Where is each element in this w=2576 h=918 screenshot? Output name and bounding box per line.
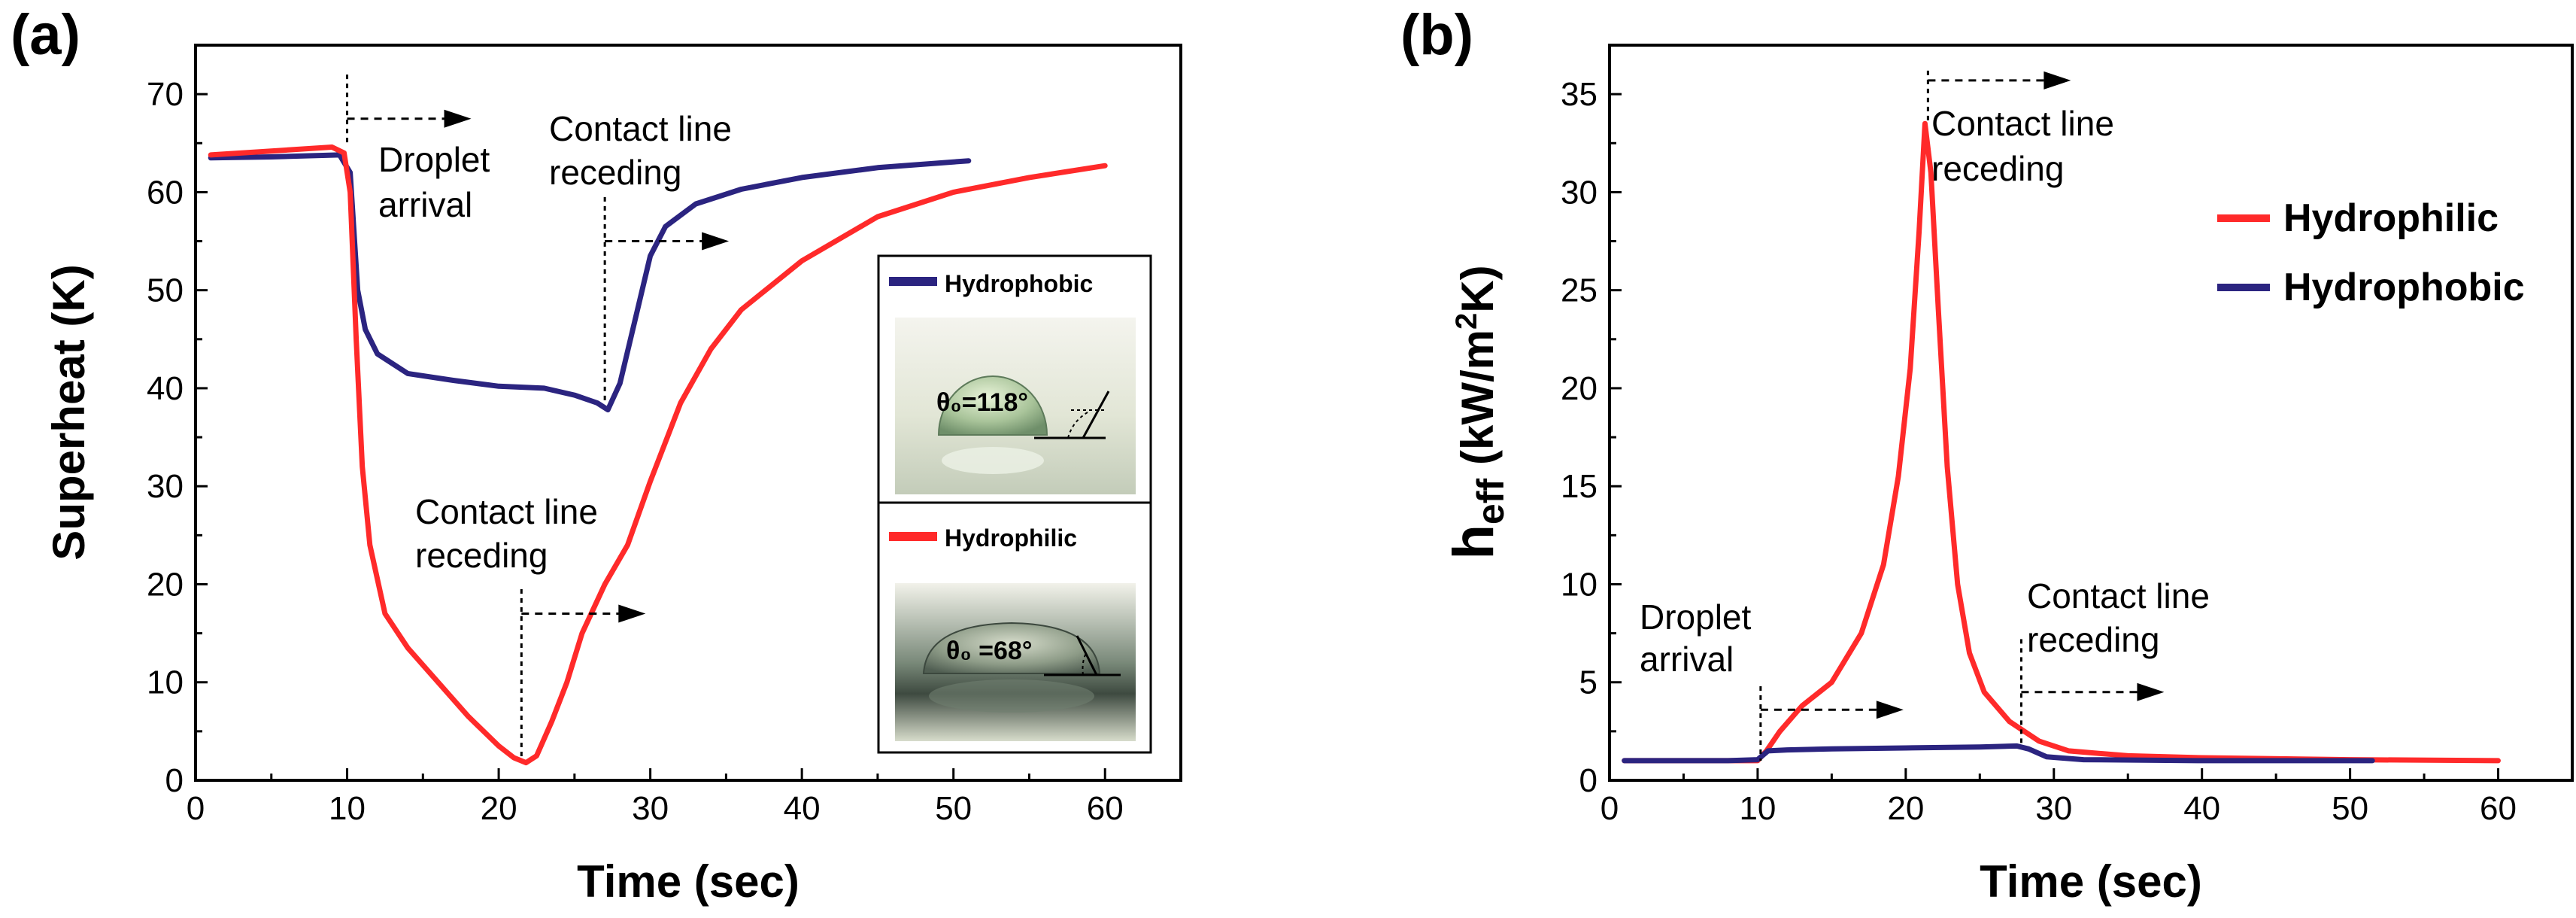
x-tick-label: 10 [1739, 790, 1776, 827]
panel-a-frame [194, 44, 1182, 782]
panel-b-xlabel: Time (sec) [1980, 856, 2202, 907]
hydrophobic-droplet [937, 375, 1048, 436]
ylabel-units: (kW/m [1452, 330, 1503, 465]
y-tick-label: 0 [1579, 762, 1597, 799]
hydrophilic-droplet [922, 622, 1101, 674]
y-tick-label: 10 [1561, 566, 1597, 603]
inset-bottom-legend-label: Hydrophilic [945, 524, 1077, 552]
panel-b-ticks: 0 10 20 30 40 50 60 0 5 10 15 20 25 30 35 [1561, 76, 2517, 827]
annotation-text: Contact line [549, 109, 732, 148]
hydrophilic-contact-angle: θ₀ =68° [946, 637, 1032, 665]
annotation-arrowhead [702, 232, 730, 251]
annotation-arrowhead [1876, 701, 1904, 719]
y-tick-label: 10 [147, 664, 184, 701]
y-tick-label: 60 [147, 174, 184, 211]
y-tick-label: 25 [1561, 272, 1597, 309]
annotation-text: Contact line [1931, 104, 2114, 143]
annotation-arrowhead [2044, 71, 2071, 90]
x-tick-label: 30 [2035, 790, 2072, 827]
panel-a-ticks: 0 10 20 30 40 50 60 0 10 20 30 40 50 60 70 [147, 76, 1124, 827]
x-tick-label: 60 [2480, 790, 2517, 827]
annotation-text: arrival [378, 185, 472, 224]
annotation-text: Contact line [415, 492, 598, 531]
annotation-text: Droplet [378, 140, 490, 179]
annotation-arrowhead [444, 109, 472, 128]
y-tick-label: 50 [147, 272, 184, 309]
panel-b-ylabel: heff (kW/m2K) [1442, 265, 1512, 559]
ylabel-h: h [1442, 524, 1506, 559]
y-tick-label: 35 [1561, 76, 1597, 113]
y-tick-label: 5 [1579, 664, 1597, 701]
x-tick-label: 50 [935, 790, 972, 827]
annotation-text: Contact line [2027, 576, 2210, 616]
annotation-text: Droplet [1640, 597, 1752, 637]
series-line-hydrophilic [208, 144, 1108, 766]
panel-b-series [1622, 120, 2501, 764]
panel-b-legend: Hydrophilic Hydrophobic [2217, 196, 2525, 309]
annotation-text: arrival [1640, 640, 1734, 679]
panel-a-annotations: Droplet arrival Contact line receding Contac… [346, 74, 732, 761]
x-tick-label: 30 [632, 790, 669, 827]
series-line-hydrophobic [1622, 743, 2375, 764]
x-tick-label: 40 [2183, 790, 2220, 827]
panel-a-xlabel: Time (sec) [577, 856, 800, 907]
y-tick-label: 30 [147, 468, 184, 505]
x-tick-label: 60 [1087, 790, 1124, 827]
annotation-text: receding [415, 536, 548, 575]
series-line-hydrophilic [1622, 120, 2501, 764]
x-tick-label: 10 [329, 790, 366, 827]
y-tick-label: 20 [1561, 370, 1597, 407]
legend-label-hydrophobic: Hydrophobic [2283, 266, 2525, 309]
x-tick-label: 50 [2332, 790, 2368, 827]
series-line-hydrophobic [208, 152, 972, 413]
panel-a-inset: Hydrophobic θ₀=118° Hydrophilic θ₀ =68° [877, 254, 1152, 754]
annotation-text: receding [549, 153, 681, 192]
y-tick-label: 40 [147, 370, 184, 407]
x-tick-label: 0 [187, 790, 205, 827]
x-tick-label: 0 [1601, 790, 1619, 827]
hydrophobic-contact-angle: θ₀=118° [936, 388, 1028, 417]
ylabel-sub: eff [1470, 479, 1512, 524]
y-tick-label: 20 [147, 566, 184, 603]
y-tick-label: 30 [1561, 174, 1597, 211]
panel-a: (a) 0 10 20 30 40 50 60 0 10 20 30 40 50 60 70 Droplet… [11, 3, 1182, 907]
y-tick-label: 15 [1561, 468, 1597, 505]
x-tick-label: 40 [784, 790, 821, 827]
ylabel-sup: 2 [1450, 313, 1483, 330]
legend-label-hydrophilic: Hydrophilic [2283, 196, 2499, 240]
y-tick-label: 0 [165, 762, 184, 799]
panel-a-ylabel: Superheat (K) [44, 264, 94, 560]
panel-b: (b) 0 10 20 30 40 50 60 0 5 10 15 20 25 30 35 Dropleta… [1400, 3, 2574, 907]
panel-a-series [208, 144, 1108, 766]
x-tick-label: 20 [481, 790, 517, 827]
y-tick-label: 70 [147, 76, 184, 113]
annotation-text: receding [1931, 149, 2064, 188]
panel-b-label: (b) [1400, 3, 1473, 67]
panel-a-label: (a) [11, 3, 80, 67]
annotation-arrowhead [618, 604, 646, 623]
panel-b-frame [1608, 44, 2574, 782]
ylabel-end: K) [1452, 265, 1503, 312]
inset-top-legend-label: Hydrophobic [945, 270, 1093, 297]
x-tick-label: 20 [1887, 790, 1924, 827]
annotation-arrowhead [2137, 682, 2165, 701]
annotation-text: receding [2027, 620, 2159, 659]
